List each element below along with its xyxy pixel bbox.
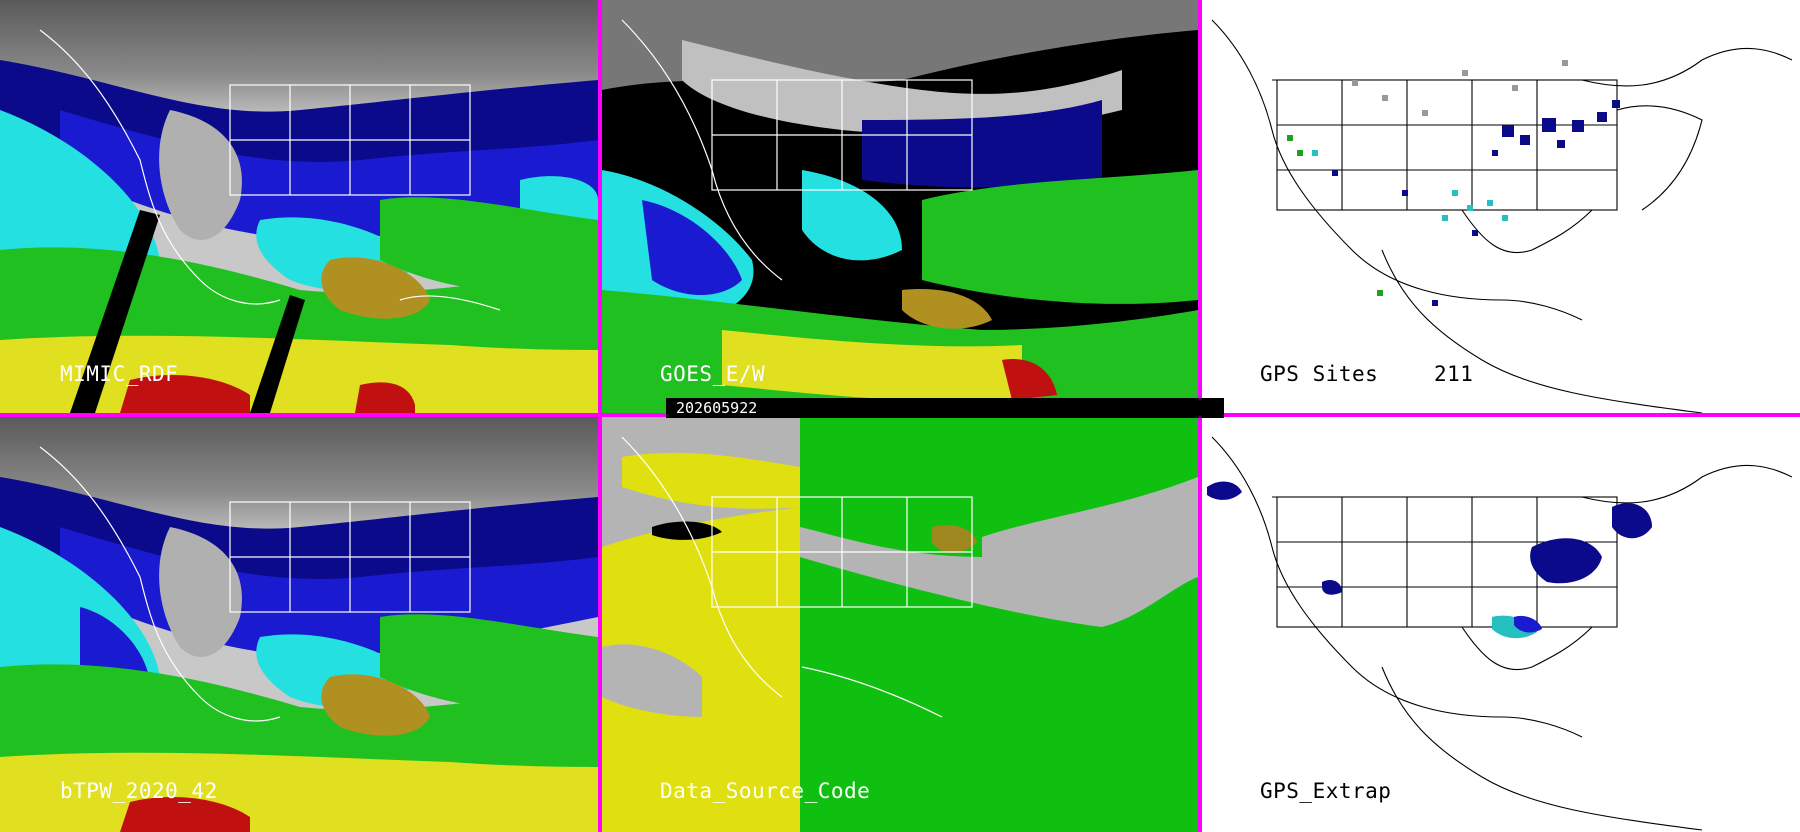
panel-btpw: bTPW_2020_42 <box>0 417 598 832</box>
panel-gps-extrap: GPS_Extrap <box>1202 417 1800 832</box>
tpw-map-mimic <box>0 0 598 413</box>
panel-mimic-rdf: MIMIC_RDF <box>0 0 598 413</box>
gps-sites-map <box>1202 0 1800 413</box>
panel-gps-sites: GPS Sites 211 <box>1202 0 1800 413</box>
data-source-map <box>602 417 1198 832</box>
tpw-map-btpw <box>0 417 598 832</box>
panel-label: bTPW_2020_42 <box>60 779 218 803</box>
panel-data-source: Data_Source_Code <box>602 417 1198 832</box>
panel-goes: GOES_E/W <box>602 0 1198 413</box>
timestamp: 202605922 <box>676 399 758 417</box>
panel-label: GPS Sites <box>1260 362 1379 386</box>
panel-label: MIMIC_RDF <box>60 362 179 386</box>
timestamp-bar: 202605922 <box>666 398 1224 418</box>
goes-map <box>602 0 1198 413</box>
panel-label: GPS_Extrap <box>1260 779 1392 803</box>
panel-label: Data_Source_Code <box>660 779 871 803</box>
panel-label: GOES_E/W <box>660 362 766 386</box>
gps-site-count: 211 <box>1434 362 1474 386</box>
gps-extrap-map <box>1202 417 1800 832</box>
